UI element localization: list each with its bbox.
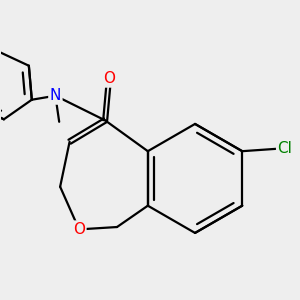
Text: N: N <box>50 88 61 103</box>
Text: O: O <box>103 71 115 86</box>
Text: Cl: Cl <box>278 141 292 156</box>
Text: O: O <box>73 222 85 237</box>
